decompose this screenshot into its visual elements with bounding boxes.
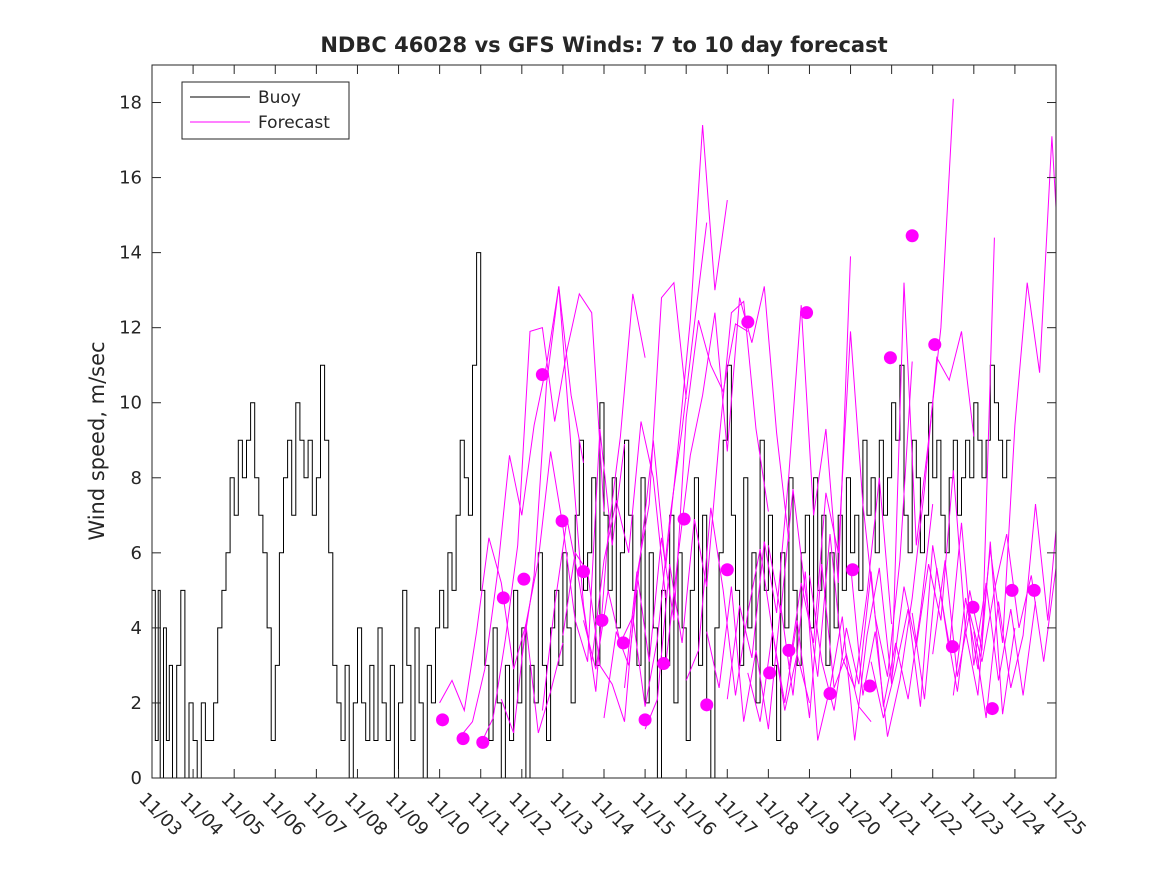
forecast-marker xyxy=(476,735,490,749)
x-tick-label: 11/09 xyxy=(381,789,433,841)
forecast-series-line-15 xyxy=(726,256,851,700)
x-tick-label: 11/11 xyxy=(463,789,515,841)
x-tick-label: 11/13 xyxy=(545,789,597,841)
forecast-marker xyxy=(928,338,942,352)
axes: 0 2 4 6 8 10 12 14 16 18 11/0311/0411/0511/0611/07… xyxy=(119,64,1090,841)
forecast-series-line-11 xyxy=(644,300,769,730)
y-tick-label: 6 xyxy=(131,543,142,564)
forecast-marker xyxy=(700,698,714,712)
x-tick-label: 11/14 xyxy=(586,789,638,841)
forecast-series-line-13 xyxy=(685,507,810,711)
legend-forecast-label: Forecast xyxy=(258,113,330,133)
forecast-marker xyxy=(763,666,777,680)
x-tick-label: 11/18 xyxy=(751,789,803,841)
forecast-marker xyxy=(883,351,897,365)
forecast-series-line-17 xyxy=(767,477,893,690)
forecast-marker xyxy=(905,229,919,243)
y-tick-label: 8 xyxy=(131,468,142,489)
series-layer xyxy=(152,98,1056,778)
x-tick-label: 11/17 xyxy=(710,789,762,841)
x-tick-label: 11/08 xyxy=(340,789,392,841)
forecast-series-line-1 xyxy=(439,537,564,734)
y-axis-label: Wind speed, m/sec xyxy=(85,341,109,540)
x-tick-label: 11/24 xyxy=(997,789,1049,841)
forecast-marker xyxy=(741,315,755,329)
forecast-marker xyxy=(517,572,531,586)
x-tick-label: 11/25 xyxy=(1038,789,1090,841)
y-tick-label: 18 xyxy=(119,93,142,114)
forecast-marker xyxy=(945,640,959,654)
y-tick-label: 4 xyxy=(131,618,142,639)
chart-title: NDBC 46028 vs GFS Winds: 7 to 10 day for… xyxy=(320,33,887,57)
forecast-series-line-12 xyxy=(665,286,790,666)
y-tick-label: 2 xyxy=(131,693,142,714)
y-tick-label: 14 xyxy=(119,243,142,264)
forecast-series-line-27 xyxy=(973,504,1056,719)
forecast-series-line-25 xyxy=(932,533,1056,677)
legend-box xyxy=(181,81,350,140)
forecast-series-line-19 xyxy=(809,504,934,711)
x-tick-label: 11/22 xyxy=(915,789,967,841)
forecast-series-line-16 xyxy=(747,564,872,723)
forecast-series-line-21 xyxy=(850,331,975,737)
forecast-series-line-5 xyxy=(521,286,646,692)
forecast-marker xyxy=(595,613,609,627)
forecast-marker xyxy=(496,591,510,605)
y-tick-label: 10 xyxy=(119,393,142,414)
x-tick-label: 11/05 xyxy=(217,789,269,841)
x-tick-label: 11/20 xyxy=(833,789,885,841)
forecast-series-line-23 xyxy=(891,470,1016,715)
forecast-marker xyxy=(657,657,671,671)
buoy-series-line xyxy=(152,252,1011,778)
forecast-marker xyxy=(985,702,999,716)
y-tick-label: 12 xyxy=(119,318,142,339)
x-tick-label: 11/19 xyxy=(792,789,844,841)
forecast-series-line-10 xyxy=(624,320,749,688)
x-tick-label: 11/04 xyxy=(176,789,228,841)
forecast-series-line-26 xyxy=(952,136,1056,696)
forecast-marker xyxy=(823,687,837,701)
forecast-marker xyxy=(436,713,450,727)
forecast-series-line-24 xyxy=(911,522,1036,700)
forecast-marker xyxy=(1027,583,1041,597)
forecast-marker xyxy=(576,565,590,579)
forecast-series-line-14 xyxy=(706,571,831,741)
forecast-marker xyxy=(555,514,569,528)
y-tick-label: 0 xyxy=(131,768,142,789)
legend: Buoy Forecast xyxy=(181,81,350,140)
forecast-marker xyxy=(677,512,691,526)
legend-buoy-label: Buoy xyxy=(258,88,301,108)
x-tick-label: 11/15 xyxy=(628,789,680,841)
x-tick-label: 11/07 xyxy=(299,789,351,841)
forecast-marker xyxy=(782,643,796,657)
forecast-series-line-2 xyxy=(459,286,584,738)
forecast-series-line-6 xyxy=(541,421,667,711)
x-tick-label: 11/12 xyxy=(504,789,556,841)
y-tick-label: 16 xyxy=(119,168,142,189)
forecast-marker xyxy=(863,679,877,693)
forecast-marker xyxy=(846,563,860,577)
forecast-marker xyxy=(456,732,470,746)
forecast-marker xyxy=(535,368,549,382)
x-tick-label: 11/03 xyxy=(134,789,186,841)
forecast-marker xyxy=(966,600,980,614)
forecast-marker xyxy=(800,306,814,320)
x-tick-label: 11/23 xyxy=(956,789,1008,841)
forecast-series-line-3 xyxy=(480,292,605,745)
x-tick-label: 11/10 xyxy=(422,789,474,841)
forecast-marker xyxy=(638,713,652,727)
forecast-marker xyxy=(616,636,630,650)
forecast-marker xyxy=(1005,583,1019,597)
forecast-series-line-18 xyxy=(788,331,913,677)
x-tick-label: 11/06 xyxy=(258,789,310,841)
x-tick-label: 11/16 xyxy=(669,789,721,841)
forecast-markers xyxy=(436,229,1041,749)
forecast-marker xyxy=(720,563,734,577)
x-tick-label: 11/21 xyxy=(874,789,926,841)
